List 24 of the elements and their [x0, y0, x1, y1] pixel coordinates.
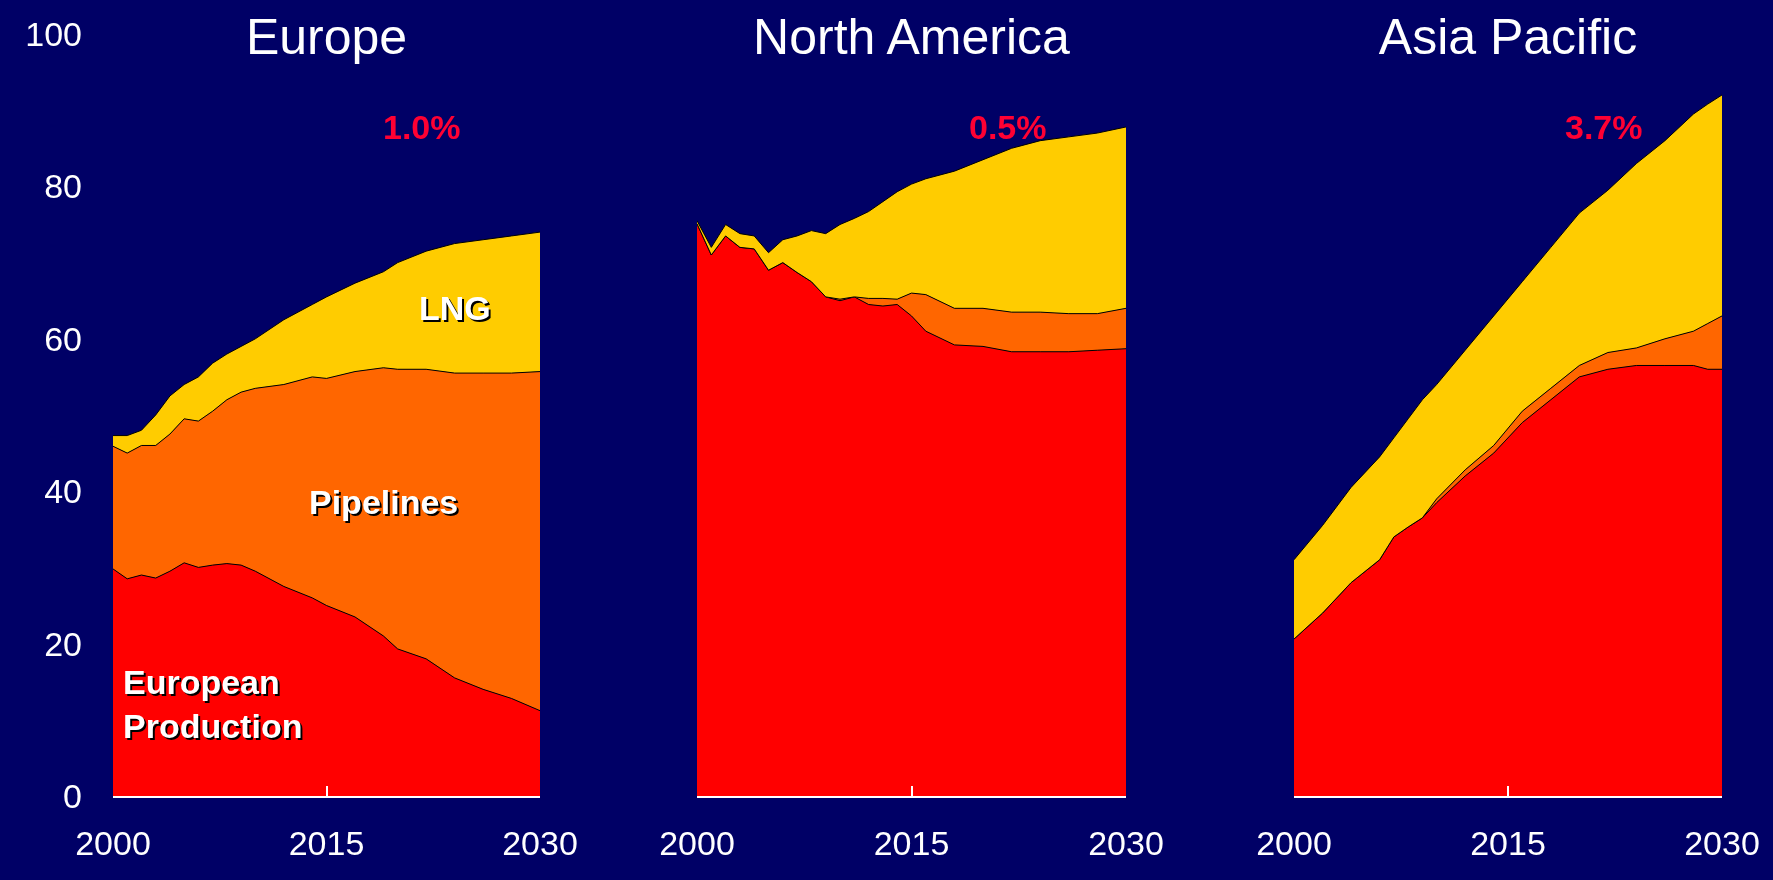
y-tick-label: 40	[44, 472, 82, 511]
series-label: Pipelines	[309, 483, 459, 521]
y-tick-label: 0	[63, 776, 82, 815]
y-tick-label: 20	[44, 624, 82, 663]
x-tick-label: 2000	[659, 823, 735, 862]
x-tick-label: 2000	[1256, 823, 1332, 862]
series-label: LNG	[419, 289, 491, 327]
annotation: 0.5%	[969, 108, 1047, 146]
x-tick-label: 2015	[1470, 823, 1546, 862]
x-tick-label: 2000	[75, 823, 151, 862]
y-tick-label: 100	[25, 14, 82, 53]
chart-title: Europe	[245, 9, 408, 66]
x-tick-label: 2030	[502, 823, 578, 862]
x-tick-label: 2030	[1088, 823, 1164, 862]
y-tick-label: 80	[44, 167, 82, 206]
x-tick-label: 2015	[288, 823, 365, 862]
chart-title: North America	[753, 9, 1071, 66]
series-label: European Production	[123, 663, 303, 746]
annotation: 1.0%	[383, 108, 461, 146]
x-tick-label: 2030	[1684, 823, 1760, 862]
annotation: 3.7%	[1565, 108, 1643, 146]
y-tick-label: 60	[44, 319, 82, 358]
x-tick-label: 2015	[873, 823, 950, 862]
chart-title: Asia Pacific	[1378, 9, 1638, 66]
